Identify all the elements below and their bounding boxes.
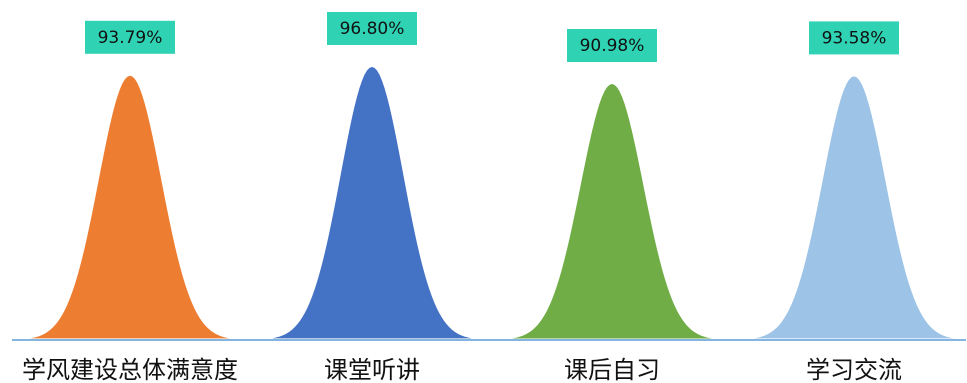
value-label-4: 93.58% bbox=[822, 28, 887, 48]
value-label-box-1 bbox=[85, 20, 175, 54]
value-labels-layer: 93.79% 96.80% 90.98% 93.58% bbox=[85, 12, 899, 62]
category-label-4: 学习交流 bbox=[806, 356, 902, 383]
category-label-3: 课后自习 bbox=[564, 356, 660, 383]
peak-1 bbox=[30, 75, 230, 339]
value-label-1: 93.79% bbox=[98, 28, 163, 48]
peak-3 bbox=[512, 84, 712, 339]
value-label-box-4 bbox=[809, 21, 899, 55]
peak-4 bbox=[754, 76, 954, 339]
value-label-box-2 bbox=[327, 12, 417, 45]
category-label-1: 学风建设总体满意度 bbox=[22, 356, 238, 383]
peak-2 bbox=[272, 67, 472, 339]
value-label-2: 96.80% bbox=[340, 19, 405, 39]
value-label-box-3 bbox=[567, 29, 657, 62]
value-label-3: 90.98% bbox=[580, 36, 645, 56]
category-label-2: 课堂听讲 bbox=[324, 356, 420, 383]
category-labels-layer: 学风建设总体满意度 课堂听讲 课后自习 学习交流 bbox=[22, 356, 902, 383]
peaks-layer bbox=[30, 67, 954, 339]
